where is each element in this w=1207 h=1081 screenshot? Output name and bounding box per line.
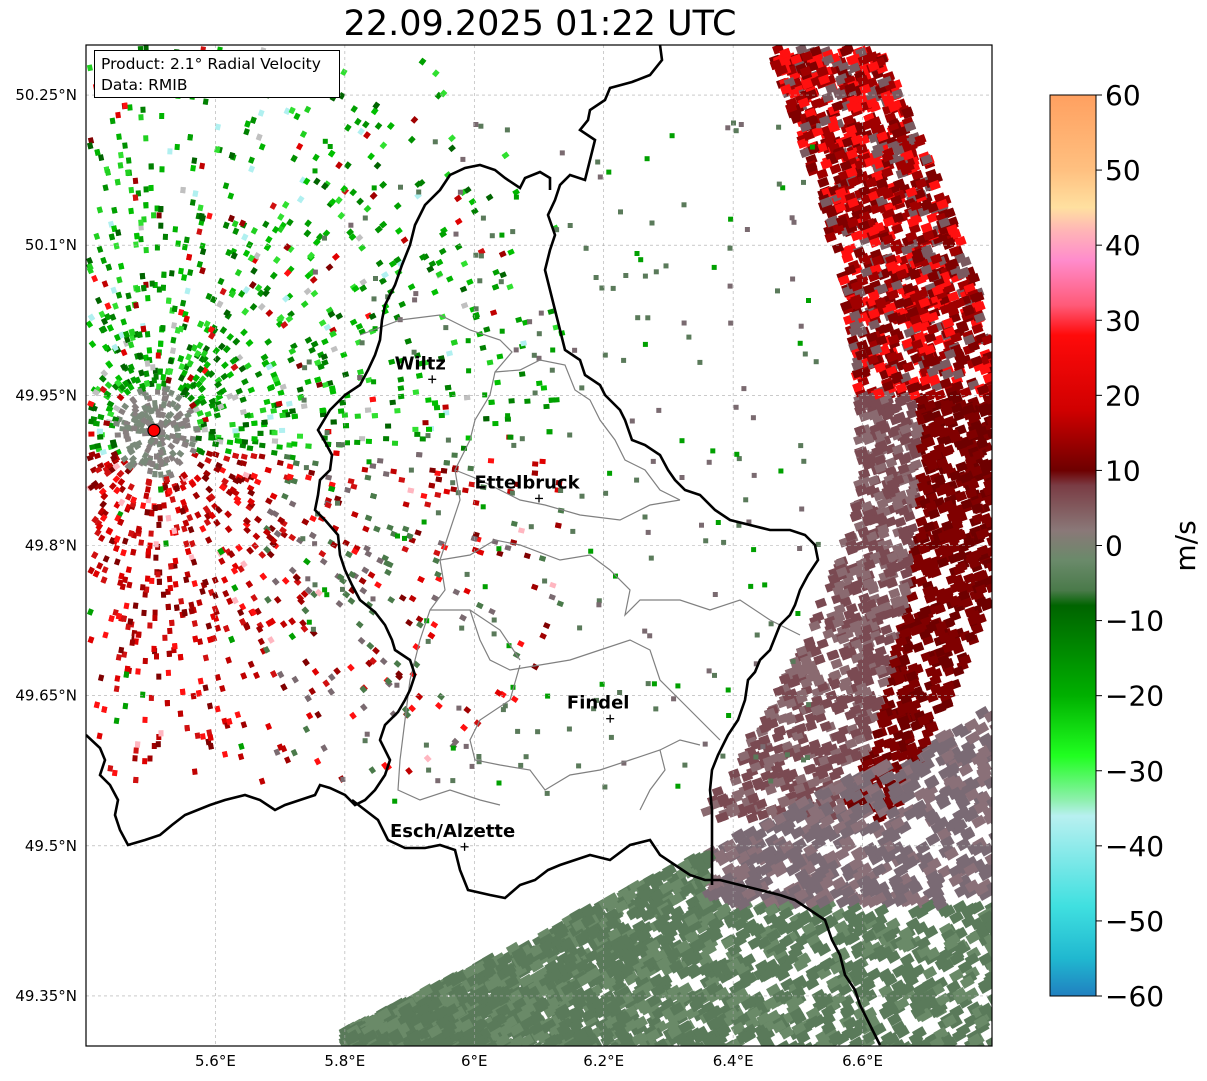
colorbar-tick-label: 30: [1105, 304, 1141, 337]
lat-tick-label: 49.65°N: [15, 687, 77, 705]
colorbar-tick-label: 50: [1105, 154, 1141, 187]
colorbar-tick-label: 0: [1105, 530, 1123, 563]
plot-frame: [85, 44, 993, 1047]
lon-tick-label: 6°E: [461, 1052, 488, 1070]
colorbar-tick-label: 40: [1105, 229, 1141, 262]
info-box: Product: 2.1° Radial Velocity Data: RMIB: [94, 50, 340, 98]
lat-tick-label: 49.35°N: [15, 987, 77, 1005]
lon-tick-label: 6.4°E: [713, 1052, 754, 1070]
lat-tick-label: 49.95°N: [15, 386, 77, 404]
colorbar-tick-label: 60: [1105, 79, 1141, 112]
lat-tick-label: 49.8°N: [25, 537, 77, 555]
colorbar-tick-label: −40: [1105, 830, 1164, 863]
city-markers: Wiltz Ettelbruck Findel Esch/Alzette: [390, 353, 630, 851]
colorbar-tick-label: −30: [1105, 755, 1164, 788]
colorbar-unit-label: m/s: [1169, 520, 1202, 571]
colorbar-tick-label: −50: [1105, 905, 1164, 938]
city-label: Findel: [567, 693, 630, 714]
city-marker: Findel: [567, 693, 630, 723]
city-marker: Ettelbruck: [474, 472, 581, 503]
latitude-tick-labels: 50.25°N 50.1°N 49.95°N 49.8°N 49.65°N 49.5°N 4…: [15, 86, 77, 1005]
colorbar-tick-label: −20: [1105, 680, 1164, 713]
colorbar: 60 50 40 30 20 10 0 −10 −20 −30 −40 −50 −60 m/s: [1049, 79, 1202, 1013]
city-label: Ettelbruck: [474, 472, 580, 493]
lat-tick-label: 50.25°N: [15, 86, 77, 104]
radar-site-marker: [147, 423, 161, 437]
lon-tick-label: 5.6°E: [195, 1052, 236, 1070]
colorbar-gradient: [1049, 94, 1097, 997]
longitude-tick-labels: 5.6°E 5.8°E 6°E 6.2°E 6.4°E 6.6°E: [195, 1052, 883, 1070]
city-marker: Esch/Alzette: [390, 821, 515, 851]
city-label: Wiltz: [395, 353, 446, 374]
canton-boundaries: [359, 314, 801, 811]
lon-tick-label: 6.2°E: [583, 1052, 624, 1070]
lat-tick-label: 49.5°N: [25, 837, 77, 855]
radar-echoes: [86, 45, 992, 1046]
colorbar-tick-label: 20: [1105, 379, 1141, 412]
product-label: Product: 2.1° Radial Velocity: [101, 55, 321, 73]
plot-area: Wiltz Ettelbruck Findel Esch/Alzette: [86, 45, 992, 1046]
lat-tick-label: 50.1°N: [25, 236, 77, 254]
map-title: 22.09.2025 01:22 UTC: [343, 4, 737, 44]
colorbar-tick-label: 10: [1105, 454, 1141, 487]
city-label: Esch/Alzette: [390, 821, 515, 842]
lon-tick-label: 6.6°E: [842, 1052, 883, 1070]
colorbar-ticks: 60 50 40 30 20 10 0 −10 −20 −30 −40 −50 −60: [1096, 79, 1164, 1013]
colorbar-tick-label: −60: [1105, 980, 1164, 1013]
country-borders: [86, 45, 882, 1046]
colorbar-tick-label: −10: [1105, 605, 1164, 638]
city-marker: Wiltz: [395, 353, 446, 384]
data-source-label: Data: RMIB: [101, 76, 188, 94]
lon-tick-label: 5.8°E: [324, 1052, 365, 1070]
